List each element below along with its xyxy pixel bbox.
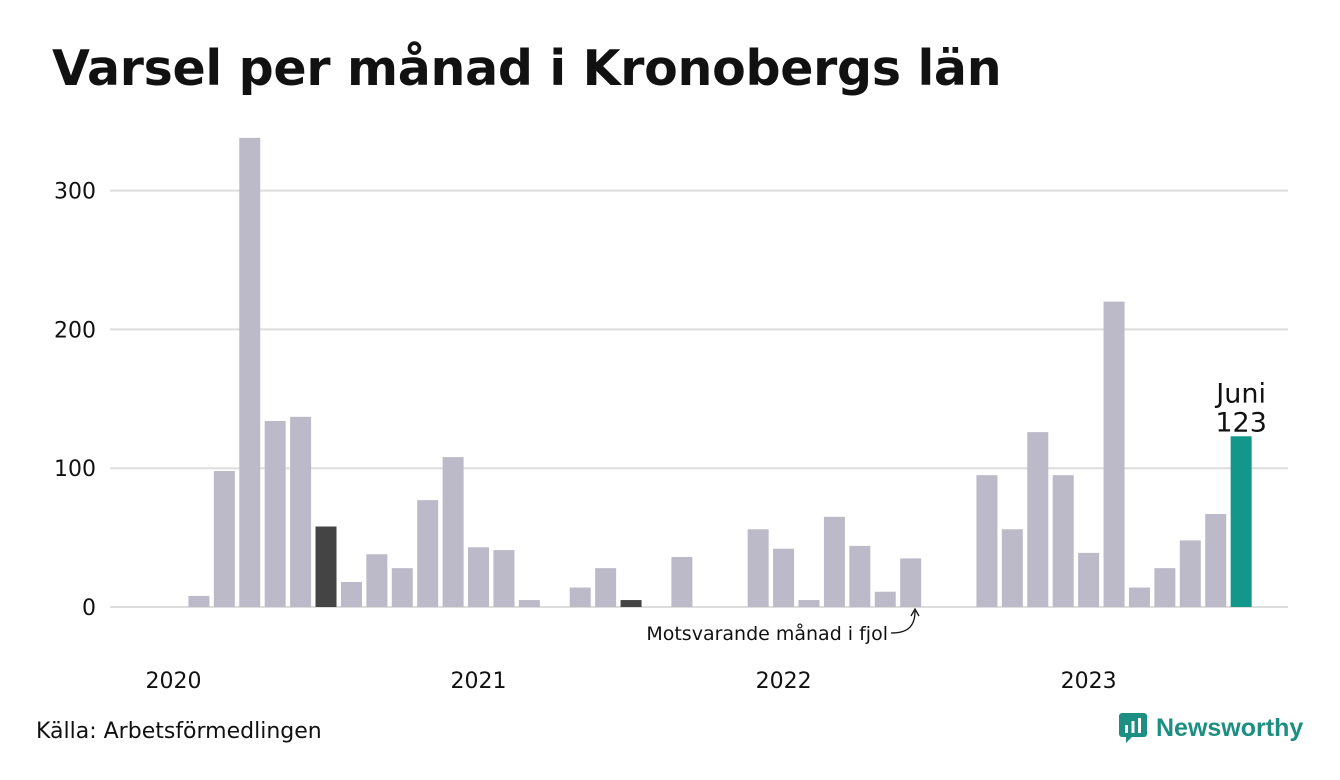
bar-2022-11 bbox=[1027, 432, 1049, 607]
bar-2023-01 bbox=[1078, 552, 1100, 607]
bar-2021-12 bbox=[747, 529, 769, 607]
bar-2020-02 bbox=[188, 595, 210, 607]
bar-2023-04 bbox=[1154, 568, 1176, 607]
bar-2020-03 bbox=[213, 470, 235, 607]
bar-2021-05 bbox=[569, 587, 591, 607]
bar-2021-09 bbox=[671, 557, 693, 607]
bar-2020-09 bbox=[366, 554, 388, 607]
bar-2021-02 bbox=[493, 550, 515, 607]
bar-2020-05 bbox=[264, 421, 286, 607]
bar-2020-06 bbox=[290, 416, 312, 607]
bar-2021-07 bbox=[620, 600, 642, 607]
bar-2022-06 bbox=[900, 558, 922, 607]
highlight-month-label: Juni bbox=[1214, 378, 1266, 409]
bar-2023-02 bbox=[1103, 301, 1125, 607]
bar-2020-07 bbox=[315, 526, 337, 607]
y-tick-label: 200 bbox=[54, 318, 96, 343]
annotation-arrow bbox=[890, 610, 916, 634]
bar-2022-10 bbox=[1001, 529, 1023, 607]
bar-2022-01 bbox=[773, 548, 795, 607]
bar-2022-05 bbox=[874, 591, 896, 607]
x-tick-label: 2023 bbox=[1061, 669, 1117, 694]
bar-2020-08 bbox=[340, 582, 362, 607]
bar-2020-12 bbox=[442, 457, 464, 607]
bar-2022-09 bbox=[976, 475, 998, 607]
chart-title: Varsel per månad i Kronobergs län bbox=[52, 40, 1002, 97]
annotation-arrowhead bbox=[910, 607, 920, 617]
x-axis-tick-labels: 2020 2021 2022 2023 bbox=[146, 669, 1117, 694]
bar-2020-10 bbox=[391, 568, 413, 607]
newsworthy-logo-icon bbox=[1119, 713, 1147, 743]
bar-2020-04 bbox=[239, 137, 261, 607]
bar-2023-07 bbox=[1230, 436, 1252, 607]
bar-2022-12 bbox=[1052, 475, 1074, 607]
bar-2023-06 bbox=[1205, 514, 1227, 607]
y-tick-label: 300 bbox=[54, 180, 96, 205]
bar-2021-01 bbox=[468, 547, 490, 607]
bar-2022-04 bbox=[849, 545, 871, 607]
bar-2022-03 bbox=[823, 516, 845, 607]
brand-logo[interactable]: Newsworthy bbox=[1118, 712, 1303, 744]
x-tick-label: 2021 bbox=[451, 669, 507, 694]
x-tick-label: 2022 bbox=[756, 669, 812, 694]
bar-2022-02 bbox=[798, 600, 820, 607]
highlight-value-label: 123 bbox=[1215, 407, 1267, 438]
bar-2023-03 bbox=[1128, 587, 1150, 607]
previous-year-annotation: Motsvarande månad i fjol bbox=[646, 622, 888, 645]
source-note: Källa: Arbetsförmedlingen bbox=[36, 719, 322, 744]
y-axis-tick-labels: 0 100 200 300 bbox=[54, 180, 96, 621]
y-tick-label: 100 bbox=[54, 457, 96, 482]
y-tick-label: 0 bbox=[82, 596, 96, 621]
bar-2020-11 bbox=[417, 500, 439, 607]
bar-2021-03 bbox=[518, 600, 540, 607]
bar-2021-06 bbox=[595, 568, 617, 607]
x-tick-label: 2020 bbox=[146, 669, 202, 694]
bars bbox=[188, 137, 1252, 607]
brand-name: Newsworthy bbox=[1156, 713, 1304, 742]
bar-2023-05 bbox=[1179, 540, 1201, 607]
